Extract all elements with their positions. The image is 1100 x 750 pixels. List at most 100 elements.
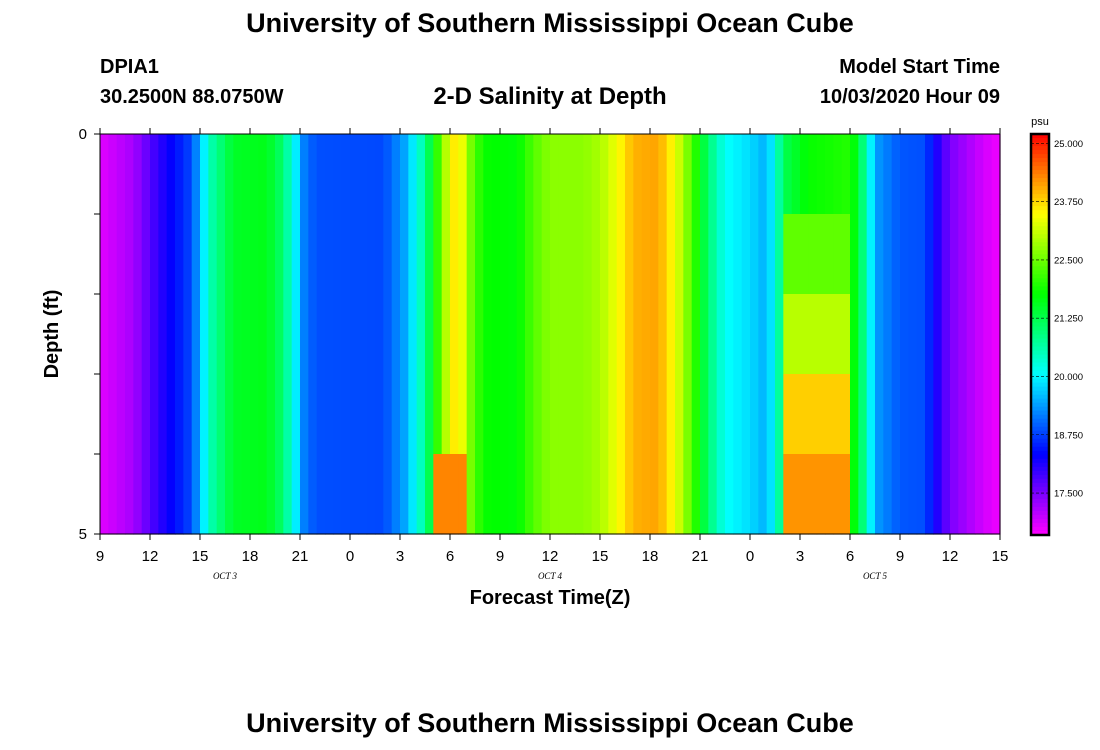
heatmap-cell	[291, 374, 301, 455]
heatmap-cell	[466, 374, 476, 455]
colorbar-swatch	[1031, 134, 1049, 139]
heatmap-cell	[475, 294, 484, 375]
heatmap-cell	[533, 374, 543, 455]
heatmap-cell	[891, 294, 901, 375]
heatmap-cell	[966, 374, 976, 455]
heatmap-cell	[208, 454, 218, 535]
colorbar-tick-label: 22.500	[1054, 255, 1083, 266]
colorbar-swatch	[1031, 530, 1049, 536]
heatmap-cell	[416, 294, 426, 375]
heatmap-cell	[358, 374, 368, 455]
heatmap-cell	[300, 214, 309, 295]
heatmap-cell	[766, 134, 776, 215]
heatmap-cell	[425, 454, 434, 535]
colorbar-swatch	[1031, 422, 1049, 428]
colorbar-swatch	[1031, 194, 1049, 199]
heatmap-cell	[441, 374, 451, 455]
heatmap-cell	[475, 134, 484, 215]
heatmap-cell	[608, 214, 618, 295]
heatmap-cell	[216, 294, 226, 375]
heatmap-cell	[900, 134, 909, 215]
heatmap-cell	[825, 374, 834, 455]
heatmap-cell	[475, 374, 484, 455]
heatmap-cell	[933, 134, 943, 215]
heatmap-cell	[700, 454, 709, 535]
colorbar-tick-label: 21.250	[1054, 314, 1083, 325]
heatmap-cell	[875, 454, 884, 535]
heatmap-cell	[583, 134, 593, 215]
colorbar-swatch	[1031, 234, 1049, 239]
heatmap-cell	[866, 374, 876, 455]
heatmap-cell	[100, 454, 109, 535]
heatmap-cell	[775, 214, 784, 295]
heatmap-cell	[325, 454, 334, 535]
colorbar-swatch	[1031, 522, 1049, 528]
heatmap-cell	[266, 454, 276, 535]
colorbar-swatch	[1031, 386, 1049, 392]
heatmap-cell	[191, 294, 201, 375]
colorbar-swatch	[1031, 410, 1049, 416]
heatmap-cell	[258, 294, 268, 375]
heatmap-cell	[866, 294, 876, 375]
heatmap-cell	[633, 454, 643, 535]
heatmap-cell	[758, 134, 768, 215]
x-tick-label: 12	[542, 548, 559, 565]
colorbar-swatch	[1031, 518, 1049, 524]
heatmap-cell	[683, 374, 693, 455]
heatmap-cell	[666, 374, 676, 455]
heatmap-cell	[925, 454, 934, 535]
heatmap-cell	[825, 294, 834, 375]
heatmap-cell	[933, 294, 943, 375]
heatmap-cell	[550, 454, 559, 535]
heatmap-cell	[966, 454, 976, 535]
heatmap-cell	[608, 294, 618, 375]
heatmap-cell	[991, 454, 1001, 535]
heatmap-cell	[708, 454, 718, 535]
heatmap-cell	[666, 294, 676, 375]
heatmap-cell	[216, 374, 226, 455]
heatmap-cell	[650, 374, 659, 455]
heatmap-cell	[616, 134, 626, 215]
heatmap-cell	[966, 294, 976, 375]
heatmap-cell	[216, 214, 226, 295]
heatmap-cell	[575, 454, 584, 535]
heatmap-cell	[833, 134, 843, 215]
heatmap-cell	[708, 134, 718, 215]
heatmap-cell	[250, 374, 259, 455]
colorbar-swatch	[1031, 170, 1049, 175]
colorbar-swatch	[1031, 278, 1049, 283]
heatmap-cell	[758, 454, 768, 535]
heatmap-cell	[425, 214, 434, 295]
heatmap-cell	[625, 454, 634, 535]
colorbar-tick-label: 17.500	[1054, 489, 1083, 500]
colorbar-swatch	[1031, 414, 1049, 420]
heatmap-cell	[133, 454, 143, 535]
heatmap-cell	[166, 454, 176, 535]
heatmap-cell	[883, 374, 893, 455]
heatmap-cell	[850, 134, 859, 215]
heatmap-cell	[208, 214, 218, 295]
heatmap-cell	[408, 294, 418, 375]
heatmap-cell	[550, 374, 559, 455]
heatmap-cell	[533, 454, 543, 535]
heatmap-cell	[458, 454, 468, 535]
heatmap-cell	[525, 454, 534, 535]
heatmap-cell	[150, 134, 159, 215]
heatmap-cell	[383, 454, 393, 535]
heatmap-cell	[116, 374, 126, 455]
heatmap-cell	[891, 134, 901, 215]
colorbar-swatch	[1031, 222, 1049, 227]
heatmap-cell	[916, 214, 926, 295]
colorbar-swatch	[1031, 510, 1049, 516]
heatmap-cell	[225, 214, 234, 295]
heatmap-cell	[308, 214, 318, 295]
colorbar-swatch	[1031, 466, 1049, 472]
heatmap-cell	[441, 134, 451, 215]
heatmap-cell	[375, 134, 384, 215]
heatmap-cell	[900, 214, 909, 295]
heatmap-cell	[383, 214, 393, 295]
heatmap-cell	[908, 214, 918, 295]
heatmap-cell	[425, 134, 434, 215]
heatmap-cell	[591, 214, 601, 295]
heatmap-cell	[758, 374, 768, 455]
